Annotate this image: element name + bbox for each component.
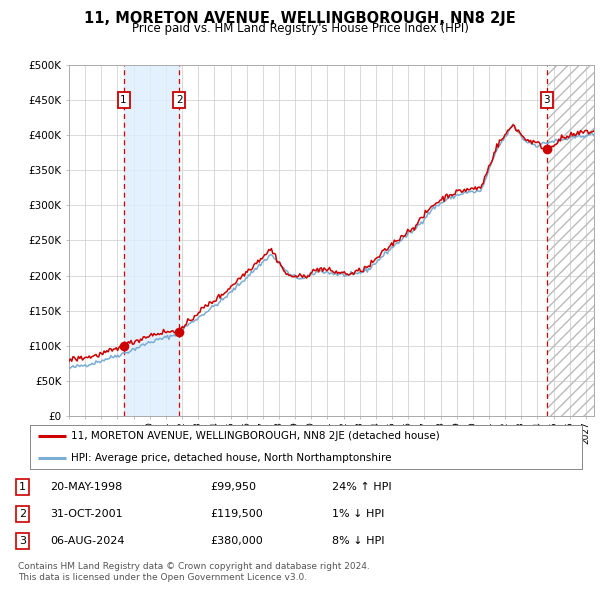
Text: £99,950: £99,950 bbox=[210, 482, 256, 492]
Text: 2: 2 bbox=[19, 509, 26, 519]
Text: 20-MAY-1998: 20-MAY-1998 bbox=[50, 482, 122, 492]
Text: 8% ↓ HPI: 8% ↓ HPI bbox=[332, 536, 385, 546]
Text: 11, MORETON AVENUE, WELLINGBOROUGH, NN8 2JE (detached house): 11, MORETON AVENUE, WELLINGBOROUGH, NN8 … bbox=[71, 431, 440, 441]
Text: Price paid vs. HM Land Registry's House Price Index (HPI): Price paid vs. HM Land Registry's House … bbox=[131, 22, 469, 35]
Text: 3: 3 bbox=[544, 95, 550, 105]
Text: 1% ↓ HPI: 1% ↓ HPI bbox=[332, 509, 385, 519]
Text: 06-AUG-2024: 06-AUG-2024 bbox=[50, 536, 124, 546]
Text: 24% ↑ HPI: 24% ↑ HPI bbox=[332, 482, 392, 492]
Text: 31-OCT-2001: 31-OCT-2001 bbox=[50, 509, 122, 519]
Text: £119,500: £119,500 bbox=[210, 509, 263, 519]
Text: This data is licensed under the Open Government Licence v3.0.: This data is licensed under the Open Gov… bbox=[18, 573, 307, 582]
Text: 3: 3 bbox=[19, 536, 26, 546]
Text: £380,000: £380,000 bbox=[210, 536, 263, 546]
Text: 1: 1 bbox=[120, 95, 127, 105]
Text: 1: 1 bbox=[19, 482, 26, 492]
Text: HPI: Average price, detached house, North Northamptonshire: HPI: Average price, detached house, Nort… bbox=[71, 453, 392, 463]
Bar bbox=[124, 65, 179, 416]
Bar bbox=[547, 65, 594, 416]
Text: Contains HM Land Registry data © Crown copyright and database right 2024.: Contains HM Land Registry data © Crown c… bbox=[18, 562, 370, 571]
Text: 11, MORETON AVENUE, WELLINGBOROUGH, NN8 2JE: 11, MORETON AVENUE, WELLINGBOROUGH, NN8 … bbox=[84, 11, 516, 25]
Text: 2: 2 bbox=[176, 95, 182, 105]
